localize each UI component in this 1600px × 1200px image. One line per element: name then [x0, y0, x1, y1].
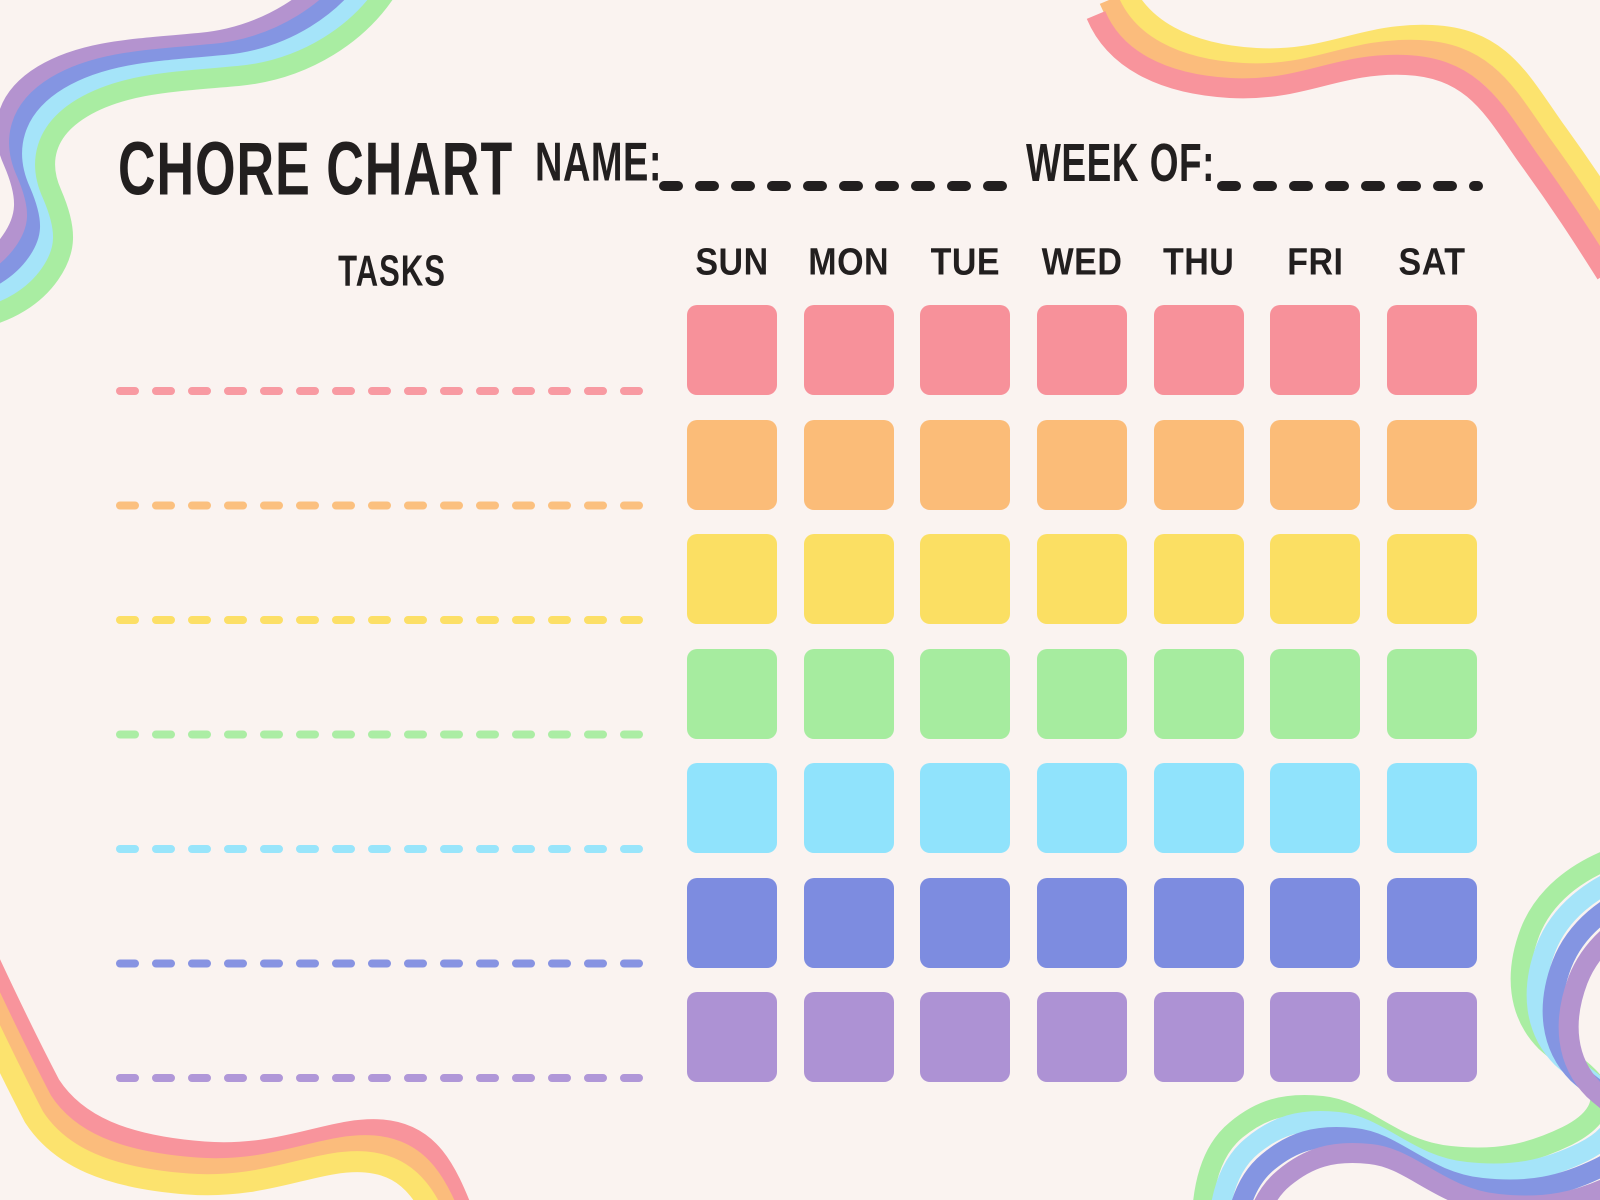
chore-cell-r5c4[interactable]: [1037, 763, 1127, 853]
day-header-tue: TUE: [930, 240, 1001, 284]
chore-cell-r1c7[interactable]: [1387, 305, 1478, 395]
chore-cell-r7c4[interactable]: [1037, 992, 1127, 1082]
chore-cell-r7c7[interactable]: [1387, 992, 1478, 1082]
page-title: CHORE CHART: [118, 127, 514, 212]
chore-cell-r4c1[interactable]: [687, 648, 777, 739]
chore-cell-r7c5[interactable]: [1153, 992, 1244, 1082]
chore-cell-r7c6[interactable]: [1270, 992, 1361, 1082]
ribbon-bottom-left-stripe-3: [0, 1025, 439, 1200]
chore-cell-r1c3[interactable]: [920, 305, 1011, 395]
chore-cell-r4c2[interactable]: [803, 648, 894, 739]
chore-cell-r1c6[interactable]: [1270, 305, 1361, 395]
chore-cell-r1c5[interactable]: [1153, 305, 1244, 395]
ribbon-top-left-stripe-1: [0, 0, 324, 268]
chore-cell-r6c4[interactable]: [1037, 877, 1127, 968]
chore-cell-r1c1[interactable]: [687, 305, 777, 395]
day-header-sun: SUN: [695, 240, 769, 284]
chore-cell-r6c1[interactable]: [687, 877, 777, 968]
ribbon-bottom-right-stripe-2: [1211, 876, 1600, 1200]
chore-cell-r5c6[interactable]: [1270, 763, 1361, 853]
ribbon-bottom-right-stripe-4: [1254, 931, 1600, 1200]
name-label: NAME:: [535, 133, 663, 194]
day-header-thu: THU: [1162, 240, 1235, 284]
chore-cell-r3c3[interactable]: [920, 534, 1011, 624]
chore-cell-r2c2[interactable]: [803, 419, 894, 510]
chore-cell-r3c7[interactable]: [1387, 534, 1478, 624]
ribbon-bottom-right-stripe-1: [1193, 852, 1600, 1200]
chore-cell-r3c6[interactable]: [1270, 534, 1361, 624]
chore-cell-r1c4[interactable]: [1037, 305, 1127, 395]
chore-cell-r4c6[interactable]: [1270, 648, 1361, 739]
ribbon-top-left-stripe-3: [0, 0, 372, 307]
ribbon-bottom-left-stripe-2: [0, 992, 455, 1200]
chore-cell-r6c5[interactable]: [1153, 877, 1244, 968]
chore-cell-r3c1[interactable]: [687, 534, 777, 624]
chore-cell-r6c3[interactable]: [920, 877, 1011, 968]
chore-cell-r7c2[interactable]: [803, 992, 894, 1082]
chore-cell-r4c7[interactable]: [1387, 648, 1478, 739]
chore-cell-r6c6[interactable]: [1270, 877, 1361, 968]
chore-cell-r2c4[interactable]: [1037, 419, 1127, 510]
chore-cell-r5c2[interactable]: [803, 763, 894, 853]
ribbon-top-right-stripe-3: [1086, 10, 1600, 280]
chore-cell-r7c3[interactable]: [920, 992, 1011, 1082]
task-write-lines: [116, 387, 662, 1082]
chore-cell-r2c6[interactable]: [1270, 419, 1361, 510]
chore-cell-r5c7[interactable]: [1387, 763, 1478, 853]
chore-cell-r7c1[interactable]: [687, 992, 777, 1082]
ribbon-bottom-right-stripe-3: [1232, 902, 1600, 1200]
chore-cell-r6c7[interactable]: [1387, 877, 1478, 968]
chore-cell-r3c4[interactable]: [1037, 534, 1127, 624]
day-header-fri: FRI: [1287, 240, 1344, 284]
tasks-column-header: TASKS: [338, 246, 446, 296]
day-header-mon: MON: [808, 240, 890, 284]
chore-cell-r1c2[interactable]: [803, 305, 894, 395]
chore-cell-r4c5[interactable]: [1153, 648, 1244, 739]
chore-cell-r2c1[interactable]: [687, 419, 777, 510]
chore-cell-r5c3[interactable]: [920, 763, 1011, 853]
ribbon-top-left-stripe-2: [0, 0, 349, 289]
chore-cell-r6c2[interactable]: [803, 877, 894, 968]
chore-cell-r5c1[interactable]: [687, 763, 777, 853]
chore-cell-r3c5[interactable]: [1153, 534, 1244, 624]
chore-cell-r4c3[interactable]: [920, 648, 1011, 739]
chore-cell-r2c7[interactable]: [1387, 419, 1478, 510]
chore-cell-r4c4[interactable]: [1037, 648, 1127, 739]
ribbon-top-left-stripe-4: [0, 0, 393, 323]
chore-cell-r2c3[interactable]: [920, 419, 1011, 510]
chore-cell-r5c5[interactable]: [1153, 763, 1244, 853]
ribbon-bottom-left-stripe-1: [0, 959, 470, 1200]
day-header-sat: SAT: [1398, 240, 1466, 284]
week-of-label: WEEK OF:: [1026, 133, 1215, 193]
chore-cell-r3c2[interactable]: [803, 534, 894, 624]
ribbon-top-right-stripe-1: [1118, 0, 1600, 213]
day-header-wed: WED: [1041, 240, 1123, 284]
ribbon-top-right-stripe-2: [1099, 0, 1600, 248]
chore-cell-r2c5[interactable]: [1153, 419, 1244, 510]
